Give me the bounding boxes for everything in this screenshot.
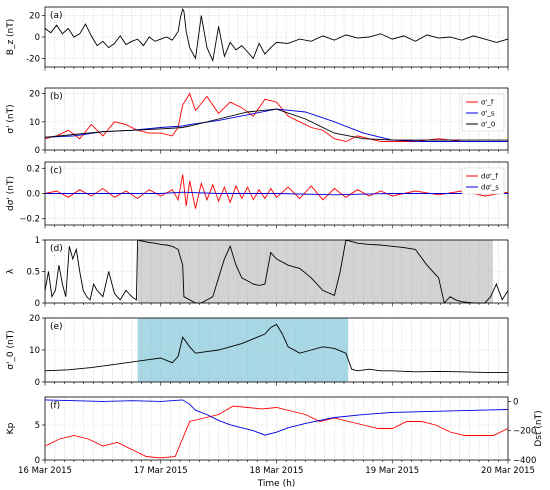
panel-1: 0 10 20 (b) σ' (nT) σ'_f σ'_s σ'_0 bbox=[6, 87, 509, 156]
panel-letter: (b) bbox=[50, 92, 63, 102]
y-tick-label: 0.0 bbox=[26, 190, 40, 200]
y-tick-label: 10 bbox=[29, 118, 40, 128]
y-tick-label: 0 bbox=[35, 456, 40, 466]
panel-3: 0 0.5 1 (d) λ bbox=[6, 236, 509, 309]
panel-2: −0.2 0.0 0.2 (c) dσ' (nT) dσ'_f dσ'_s bbox=[6, 161, 509, 229]
y-tick-label-right: −400 bbox=[513, 456, 536, 466]
axes-frame bbox=[44, 396, 509, 461]
y-tick-label-right: 0 bbox=[513, 397, 518, 407]
series-line-ds bbox=[45, 191, 508, 196]
series-line-Dst bbox=[44, 399, 509, 436]
panel-letter: (d) bbox=[50, 244, 63, 254]
legend-label: dσ'_s bbox=[481, 184, 499, 192]
y-tick-label: 1 bbox=[35, 236, 40, 246]
y-axis-label-right: Dst (nT) bbox=[534, 410, 544, 446]
y-tick-label: 10 bbox=[29, 346, 40, 356]
x-tick-label: 16 Mar 2015 bbox=[18, 466, 72, 476]
panel-4: 0 10 20 (e) σ'_0 (nT) bbox=[6, 314, 509, 388]
y-axis-label: B_z (nT) bbox=[6, 19, 16, 55]
y-tick-label-right: −200 bbox=[513, 427, 536, 437]
panel-letter: (e) bbox=[50, 322, 63, 332]
y-axis-label: σ' (nT) bbox=[6, 104, 16, 133]
y-tick-label: 0 bbox=[35, 299, 40, 309]
series-line-0 bbox=[44, 7, 509, 63]
x-tick-label: 17 Mar 2015 bbox=[134, 466, 188, 476]
y-tick-label: 0.5 bbox=[26, 268, 40, 278]
y-axis-label: λ bbox=[6, 268, 16, 274]
y-tick-label: 5 bbox=[35, 421, 40, 431]
y-tick-label: 20 bbox=[29, 314, 40, 324]
series-line-f bbox=[44, 92, 508, 142]
panel-letter: (c) bbox=[50, 166, 62, 176]
legend-label: dσ'_f bbox=[481, 173, 498, 181]
series-line-0 bbox=[44, 323, 508, 373]
panel-5: 0 5 0 −200 −400 Dst (nT) (f) Kp 16 Mar 2015 17 Ma… bbox=[6, 396, 544, 476]
legend-label: σ'_0 bbox=[481, 121, 495, 129]
y-tick-label: 0 bbox=[35, 146, 40, 156]
legend-box bbox=[461, 93, 505, 132]
y-axis-label: Kp bbox=[6, 422, 16, 434]
legend-label: σ'_f bbox=[481, 99, 494, 107]
y-tick-label: 0.2 bbox=[26, 164, 40, 174]
x-tick-label: 18 Mar 2015 bbox=[250, 466, 304, 476]
y-axis-label: σ'_0 (nT) bbox=[6, 330, 16, 370]
series-line-0 bbox=[44, 108, 508, 141]
panel-0: -20 0 20 (a) B_z (nT) bbox=[6, 6, 509, 71]
panel-letter: (a) bbox=[50, 11, 63, 21]
legend-label: σ'_s bbox=[481, 110, 495, 118]
x-tick-label: 19 Mar 2015 bbox=[365, 466, 419, 476]
series-line-0 bbox=[44, 239, 509, 304]
x-tick-label: 20 Mar 2015 bbox=[481, 466, 535, 476]
y-tick-label: −0.2 bbox=[19, 215, 40, 225]
series-line-df bbox=[44, 174, 509, 209]
y-tick-label: -20 bbox=[26, 54, 40, 64]
panel-letter: (f) bbox=[50, 401, 60, 411]
y-tick-label: 0 bbox=[35, 378, 40, 388]
x-axis-label: Time (h) bbox=[257, 479, 296, 489]
y-tick-label: 20 bbox=[29, 12, 40, 22]
series-line-Kp bbox=[44, 405, 509, 459]
y-tick-label: 0 bbox=[35, 33, 40, 43]
y-axis-label: dσ' (nT) bbox=[6, 176, 16, 211]
y-tick-label: 20 bbox=[29, 90, 40, 100]
